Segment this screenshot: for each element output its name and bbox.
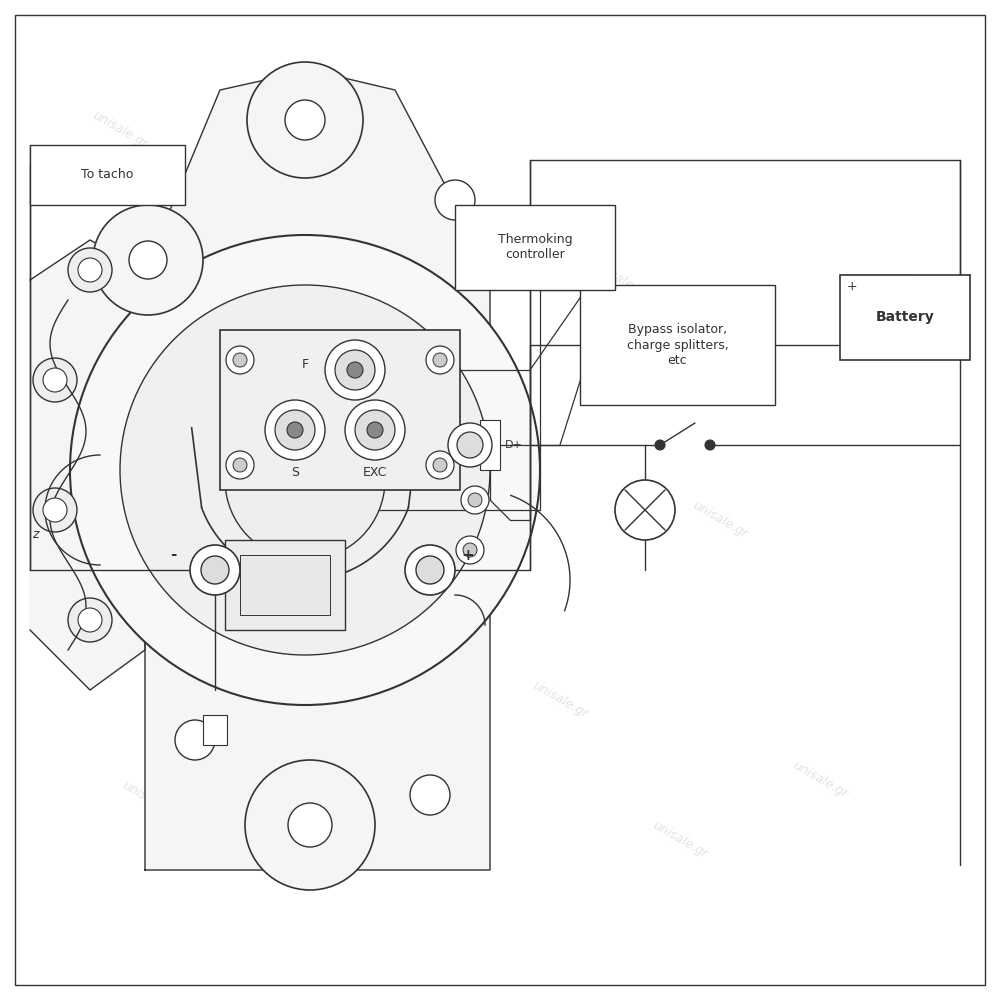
Circle shape [457,432,483,458]
Circle shape [433,458,447,472]
Circle shape [285,100,325,140]
Text: S: S [291,466,299,479]
Bar [580,285,775,405]
Circle shape [426,451,454,479]
Bar [840,275,970,360]
Circle shape [245,760,375,890]
Circle shape [68,598,112,642]
Circle shape [461,486,489,514]
Text: unisale.gr: unisale.gr [790,759,850,801]
Circle shape [367,422,383,438]
Circle shape [265,400,325,460]
Circle shape [705,440,715,450]
Text: unisale.gr: unisale.gr [650,819,710,861]
Text: D+: D+ [505,440,523,450]
Text: unisale.gr: unisale.gr [350,179,410,221]
Text: +: + [847,280,857,294]
Circle shape [68,248,112,292]
Circle shape [78,608,102,632]
Text: To tacho: To tacho [81,168,134,182]
Circle shape [355,410,395,450]
Circle shape [70,235,540,705]
Circle shape [120,285,490,655]
Text: -: - [170,548,176,562]
Text: +: + [462,548,474,562]
Circle shape [233,458,247,472]
Text: unisale.gr: unisale.gr [530,679,590,721]
Circle shape [416,556,444,584]
Text: unisale.gr: unisale.gr [270,579,330,621]
Circle shape [410,775,450,815]
Bar [480,420,500,470]
Circle shape [615,480,675,540]
Text: unisale.gr: unisale.gr [430,419,490,461]
Text: z: z [32,528,38,542]
Circle shape [190,545,240,595]
Circle shape [426,346,454,374]
Circle shape [275,410,315,450]
Text: unisale.gr: unisale.gr [90,109,150,151]
Bar [240,555,330,615]
Text: unisale.gr: unisale.gr [690,499,750,541]
Bar [203,715,227,745]
Bar [30,145,185,205]
Text: EXC: EXC [363,466,387,479]
Circle shape [287,422,303,438]
Polygon shape [145,70,490,870]
Text: unisale.gr: unisale.gr [170,339,230,381]
Circle shape [325,340,385,400]
Circle shape [129,241,167,279]
Circle shape [226,346,254,374]
Circle shape [456,536,484,564]
Circle shape [435,180,475,220]
Polygon shape [30,240,145,690]
Circle shape [433,353,447,367]
Circle shape [347,362,363,378]
Text: unisale.gr: unisale.gr [120,779,180,821]
Circle shape [468,493,482,507]
Circle shape [335,350,375,390]
Circle shape [175,720,215,760]
Circle shape [405,545,455,595]
Circle shape [345,400,405,460]
Circle shape [43,498,67,522]
Text: F: F [301,359,309,371]
Circle shape [463,543,477,557]
Circle shape [33,488,77,532]
Bar [220,330,460,490]
Circle shape [93,205,203,315]
Text: unisale.gr: unisale.gr [590,259,650,301]
Circle shape [43,368,67,392]
Circle shape [448,423,492,467]
Text: Battery: Battery [876,310,934,324]
Circle shape [225,400,385,560]
Text: Bypass isolator,
charge splitters,
etc: Bypass isolator, charge splitters, etc [627,324,728,366]
Circle shape [78,258,102,282]
Circle shape [247,62,363,178]
Bar [455,205,615,290]
Circle shape [655,440,665,450]
Circle shape [233,353,247,367]
Circle shape [226,451,254,479]
Circle shape [33,358,77,402]
Text: Thermoking
controller: Thermoking controller [498,233,572,261]
Circle shape [288,803,332,847]
Circle shape [201,556,229,584]
Bar [225,540,345,630]
